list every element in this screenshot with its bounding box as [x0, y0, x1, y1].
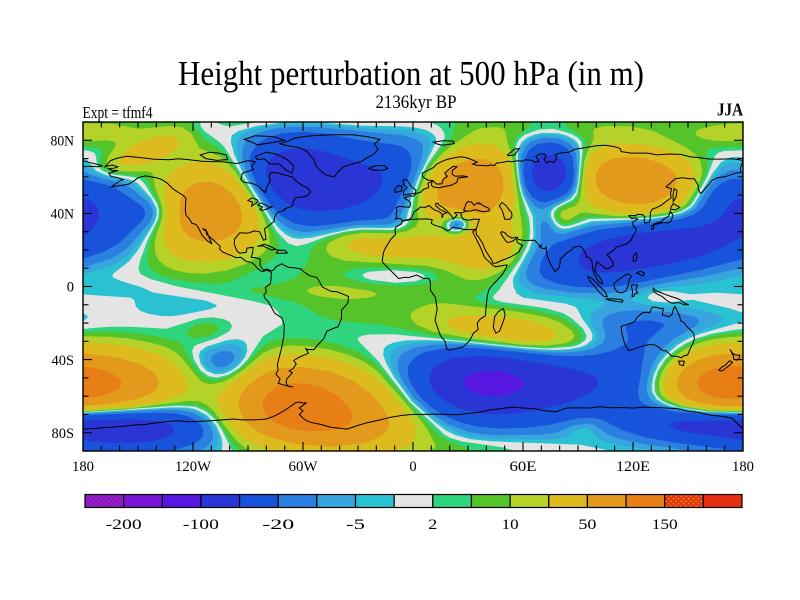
svg-text:2136kyr BP: 2136kyr BP [376, 92, 457, 113]
svg-text:80S: 80S [52, 426, 75, 442]
svg-text:-5: -5 [346, 517, 365, 533]
svg-text:10: 10 [502, 517, 519, 533]
svg-text:120W: 120W [175, 459, 211, 475]
svg-text:0: 0 [409, 459, 416, 475]
svg-text:-100: -100 [183, 517, 219, 533]
svg-text:80N: 80N [51, 133, 75, 149]
svg-text:120E: 120E [616, 459, 650, 475]
svg-text:150: 150 [652, 517, 678, 533]
svg-text:40S: 40S [52, 353, 75, 369]
svg-text:180: 180 [72, 459, 94, 475]
svg-text:2: 2 [428, 517, 437, 533]
svg-text:-20: -20 [262, 517, 294, 533]
svg-text:60W: 60W [289, 459, 318, 475]
svg-text:60E: 60E [510, 459, 537, 475]
svg-text:JJA: JJA [717, 100, 743, 120]
svg-text:40N: 40N [51, 207, 75, 223]
svg-text:50: 50 [578, 517, 596, 533]
svg-text:0: 0 [67, 280, 74, 296]
svg-text:-200: -200 [106, 517, 142, 533]
svg-text:Height perturbation at 500 hPa: Height perturbation at 500 hPa (in m) [178, 55, 644, 93]
svg-text:Expt = tfmf4: Expt = tfmf4 [83, 103, 153, 122]
svg-text:180: 180 [732, 459, 754, 475]
